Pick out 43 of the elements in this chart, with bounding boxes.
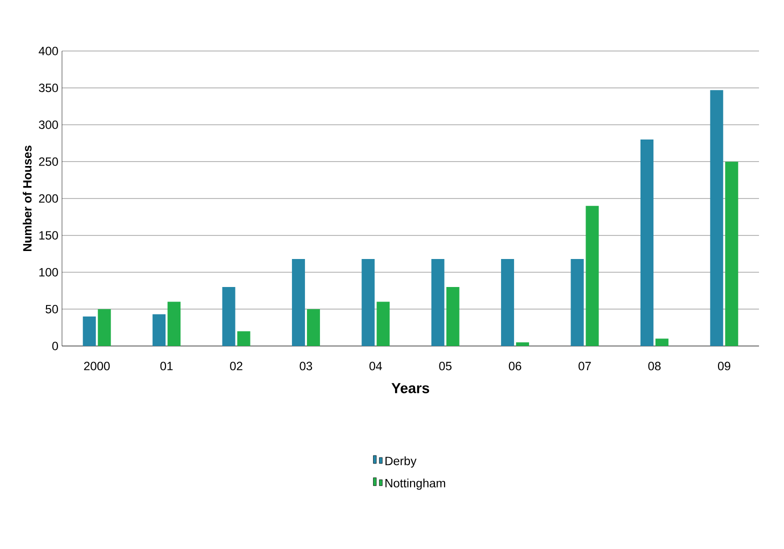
- x-tick-label: 04: [369, 362, 382, 370]
- bar: [292, 258, 305, 346]
- x-tick-label: 09: [718, 362, 730, 370]
- x-axis-title: Years: [392, 383, 430, 394]
- bar: [376, 302, 390, 346]
- y-tick-label: 200: [39, 194, 58, 203]
- y-tick-label: 0: [52, 342, 58, 350]
- x-tick-label: 01: [160, 362, 173, 370]
- bar: [570, 258, 584, 346]
- bar: [431, 258, 444, 346]
- bar: [222, 286, 236, 346]
- bar: [725, 162, 738, 346]
- x-tick-label: 08: [648, 362, 661, 370]
- bar: [237, 331, 250, 346]
- x-tick-label: 07: [578, 362, 591, 370]
- y-tick-label: 300: [38, 120, 58, 129]
- y-tick-label: 350: [38, 84, 58, 92]
- y-tick-label: 250: [39, 157, 58, 166]
- bar: [446, 286, 460, 346]
- bar: [152, 314, 166, 346]
- bar: [640, 140, 654, 346]
- legend-label: Nottingham: [386, 478, 446, 490]
- bar: [306, 309, 320, 346]
- bar: [586, 206, 599, 346]
- x-tick-label: 05: [439, 362, 452, 370]
- y-tick-label: 100: [39, 268, 58, 276]
- bar: [82, 316, 96, 346]
- bar: [655, 338, 668, 346]
- bar: [710, 90, 724, 346]
- bar: [516, 342, 530, 346]
- bar: [168, 302, 181, 346]
- y-axis-title: Number of Houses: [22, 146, 32, 252]
- x-tick-label: 03: [300, 362, 312, 370]
- bar: [501, 258, 514, 346]
- legend-label: Derby: [386, 456, 417, 468]
- x-tick-label: 06: [508, 362, 522, 370]
- y-tick-label: 50: [46, 304, 58, 314]
- bar: [98, 309, 111, 346]
- bar: [362, 258, 375, 346]
- y-tick-label: 150: [39, 231, 58, 240]
- x-tick-label: 02: [230, 362, 242, 370]
- y-tick-label: 400: [38, 46, 58, 56]
- x-tick-label: 2000: [84, 362, 110, 370]
